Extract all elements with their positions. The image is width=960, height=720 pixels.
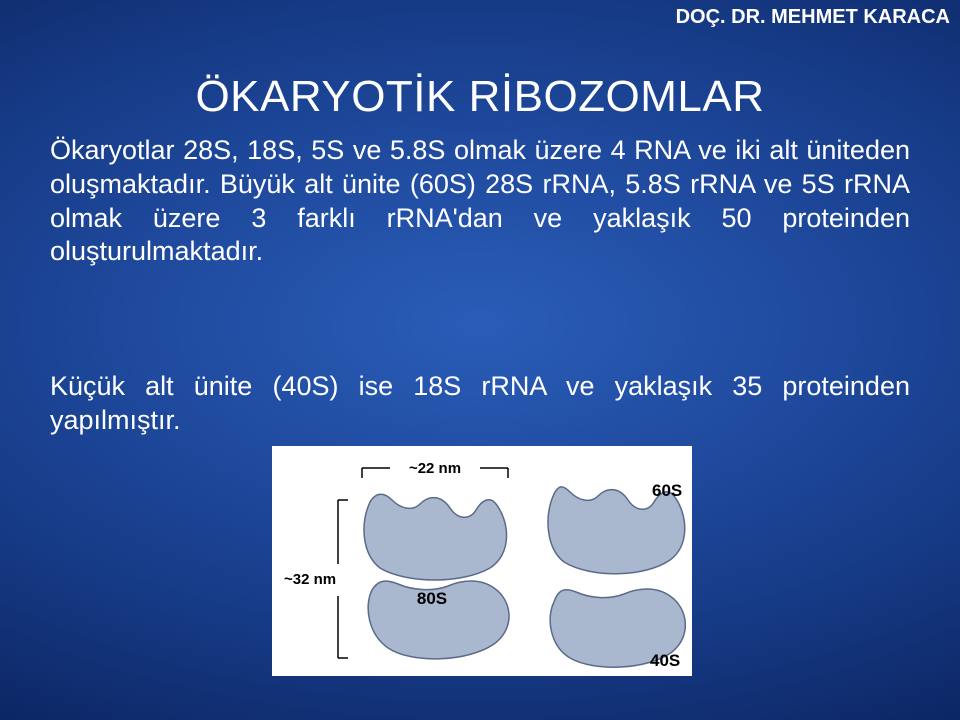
- label-40s: 40S: [650, 651, 680, 670]
- paragraph-3: Küçük alt ünite (40S) ise 18S rRNA ve ya…: [50, 370, 910, 438]
- ribosome-40s: 40S: [550, 589, 685, 670]
- dim-top-label: ~22 nm: [409, 460, 461, 477]
- dim-left-label: ~32 nm: [284, 571, 336, 588]
- body-text-block: Ökaryotlar 28S, 18S, 5S ve 5.8S olmak üz…: [50, 134, 910, 285]
- author-header: DOÇ. DR. MEHMET KARACA: [676, 6, 950, 29]
- page-title: ÖKARYOTİK RİBOZOMLAR: [0, 72, 960, 122]
- ribosome-60s: 60S: [548, 481, 685, 574]
- label-60s: 60S: [652, 481, 682, 500]
- paragraph-1: Ökaryotlar 28S, 18S, 5S ve 5.8S olmak üz…: [50, 134, 910, 269]
- top-bracket: ~22 nm: [362, 460, 508, 478]
- ribosome-80s: 80S: [364, 494, 509, 659]
- ribosome-diagram: ~22 nm ~32 nm 80S 60S 40S: [272, 446, 692, 676]
- left-bracket: ~32 nm: [284, 500, 348, 658]
- label-80s: 80S: [417, 589, 447, 608]
